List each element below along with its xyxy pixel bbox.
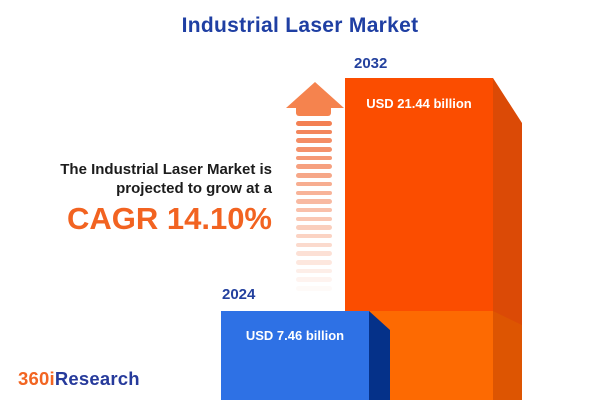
brand-logo-360i: 360i (18, 368, 55, 389)
bar-2024 (221, 311, 369, 400)
arrow-dashes (296, 121, 332, 295)
year-label-2032: 2032 (354, 55, 388, 72)
arrow-dash (296, 181, 332, 187)
arrow-dash (296, 173, 332, 178)
arrow-dash (296, 199, 332, 204)
arrow-dash (296, 242, 332, 248)
annotation-line1: The Industrial Laser Market is (60, 161, 272, 178)
arrow-dash (296, 138, 332, 143)
arrow-dash (296, 286, 332, 291)
arrow-dash (296, 216, 332, 222)
arrow-dash (296, 233, 332, 239)
cagr-value: CAGR 14.10% (66, 201, 272, 236)
arrow-dash (296, 164, 332, 169)
value-label-2032: USD 21.44 billion (366, 96, 472, 111)
annotation-text: The Industrial Laser Market is projected… (20, 160, 272, 198)
bar-2032-overlap-band-3d-side (493, 311, 522, 400)
arrow-dash (296, 129, 332, 135)
brand-logo: 360iResearch (18, 368, 140, 390)
arrow-dash (296, 155, 332, 161)
arrow-dash (296, 207, 332, 213)
bar-2024-3d-side (369, 311, 390, 400)
arrow-dash (296, 277, 332, 282)
value-label-2024: USD 7.46 billion (245, 328, 345, 343)
arrow-dash (296, 225, 332, 230)
annotation-block: The Industrial Laser Market is projected… (20, 160, 272, 234)
arrow-dash (296, 190, 332, 195)
year-label-2024: 2024 (222, 286, 256, 303)
arrow-dash (296, 260, 332, 265)
brand-logo-research: Research (54, 368, 140, 389)
arrow-dash (296, 147, 332, 152)
arrow-dash (296, 268, 332, 274)
arrow-dash (296, 121, 332, 126)
page-title: Industrial Laser Market (181, 14, 419, 37)
annotation-line2: projected to grow at a (116, 180, 272, 197)
arrow-dash (296, 251, 332, 256)
growth-arrow-stem (296, 103, 331, 116)
